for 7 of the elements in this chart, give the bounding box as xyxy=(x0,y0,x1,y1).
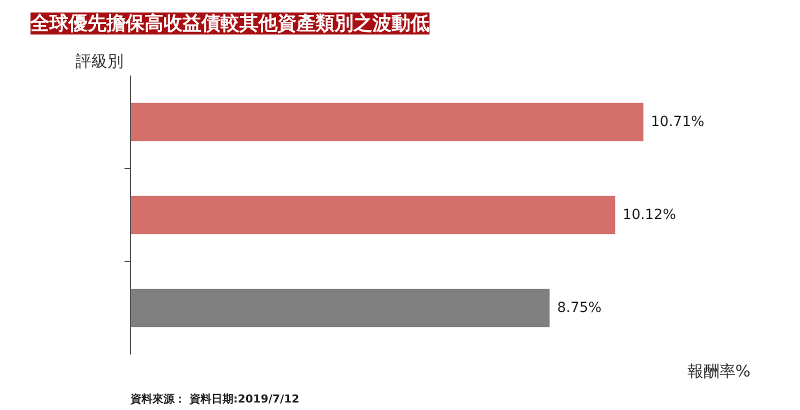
source-note: 資料來源： 資料日期:2019/7/12 xyxy=(130,392,300,406)
x-axis-title: 報酬率% xyxy=(687,362,750,380)
data-label: 10.12% xyxy=(622,207,676,223)
chart-title: 全球優先擔保高收益債較其他資產類別之波動低 xyxy=(30,12,430,34)
y-axis-title: 評級別 xyxy=(76,52,124,70)
data-label: 8.75% xyxy=(557,300,602,316)
data-label: 10.71% xyxy=(650,114,704,130)
